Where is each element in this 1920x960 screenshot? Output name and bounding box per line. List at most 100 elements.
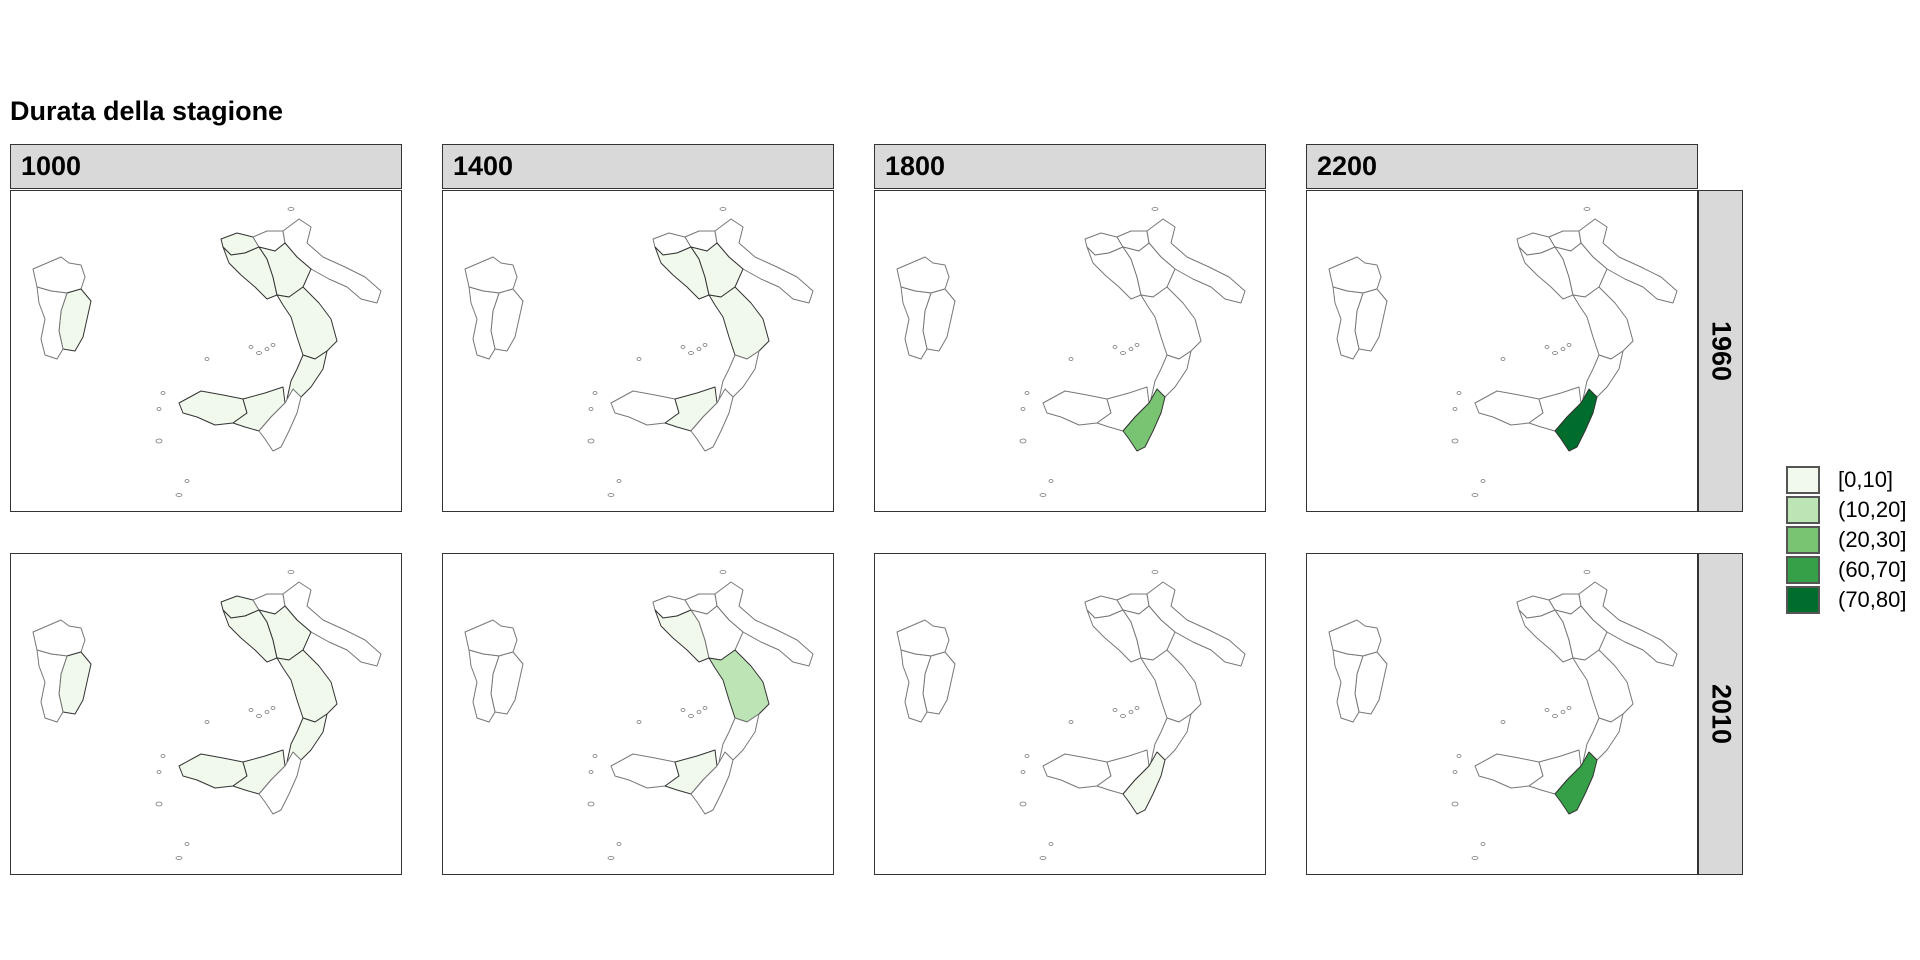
map-panel-2010-1800: [874, 553, 1266, 875]
island-shape: [702, 706, 708, 710]
map-svg: [896, 207, 1246, 497]
legend-key: [1786, 526, 1820, 554]
island-shape: [270, 706, 276, 710]
region-sardegna-sud: [36, 649, 68, 723]
island-shape: [688, 351, 694, 355]
map-svg: [464, 207, 814, 497]
legend-label: (10,20]: [1838, 497, 1907, 522]
island-shape: [270, 343, 276, 347]
island-shape: [1452, 407, 1458, 411]
region-calabria-nord: [1140, 649, 1202, 723]
island-shape: [1020, 770, 1026, 774]
legend-label: [0,10]: [1838, 467, 1894, 492]
legend-key: [1786, 496, 1820, 524]
map-svg: [896, 570, 1246, 860]
island-shape: [1048, 842, 1054, 846]
island-shape: [1500, 357, 1506, 361]
region-sardegna-sud: [900, 286, 932, 360]
region-sicilia-est: [1554, 751, 1598, 815]
island-shape: [696, 710, 702, 714]
island-shape: [588, 770, 594, 774]
region-sardegna-sud: [1332, 286, 1364, 360]
island-shape: [1020, 407, 1026, 411]
island-shape: [1112, 345, 1118, 349]
island-shape: [1552, 351, 1558, 355]
island-shape: [248, 345, 254, 349]
region-calabria-sud: [718, 713, 760, 763]
region-sardegna-sud: [900, 649, 932, 723]
map-panel-2010-2200: [1306, 553, 1698, 875]
island-shape: [1048, 479, 1054, 483]
island-shape: [1128, 347, 1134, 351]
island-shape: [248, 708, 254, 712]
region-calabria-nord: [276, 649, 338, 723]
island-shape: [287, 570, 295, 574]
island-shape: [184, 842, 190, 846]
facet-strip-row-label: 2010: [1706, 683, 1736, 745]
region-calabria-sud: [718, 350, 760, 400]
legend-key: [1786, 556, 1820, 584]
island-shape: [156, 770, 162, 774]
chart-title: Durata della stagione: [10, 96, 284, 126]
map-svg: [1328, 570, 1678, 860]
region-calabria-sud: [286, 350, 328, 400]
region-calabria-sud: [1582, 350, 1624, 400]
facet-strip-col-1800: 1800: [874, 144, 1266, 189]
island-shape: [1128, 710, 1134, 714]
island-shape: [592, 754, 598, 758]
region-sicilia-est: [1554, 388, 1598, 452]
island-shape: [1039, 856, 1047, 860]
island-shape: [1471, 856, 1479, 860]
island-shape: [1583, 207, 1591, 211]
island-shape: [287, 207, 295, 211]
island-shape: [1552, 714, 1558, 718]
island-shape: [204, 720, 210, 724]
island-shape: [1024, 391, 1030, 395]
island-shape: [1019, 438, 1027, 444]
legend-key: [1786, 466, 1820, 494]
map-panel-1960-1800: [874, 190, 1266, 512]
island-shape: [155, 801, 163, 807]
region-sicilia-est: [258, 388, 302, 452]
island-shape: [1560, 347, 1566, 351]
island-shape: [1456, 754, 1462, 758]
island-shape: [1120, 351, 1126, 355]
island-shape: [1583, 570, 1591, 574]
island-shape: [616, 842, 622, 846]
facet-strip-col-2200: 2200: [1306, 144, 1698, 189]
region-calabria-nord: [1140, 286, 1202, 360]
region-calabria-nord: [708, 649, 770, 723]
facet-strip-row-1960: 1960: [1698, 190, 1743, 512]
facet-strip-col-1400: 1400: [442, 144, 834, 189]
region-sicilia-est: [1122, 388, 1166, 452]
legend-key: [1786, 586, 1820, 614]
island-shape: [1471, 493, 1479, 497]
island-shape: [636, 720, 642, 724]
map-svg: [1328, 207, 1678, 497]
facet-strip-row-label: 1960: [1706, 320, 1736, 382]
region-calabria-sud: [1582, 713, 1624, 763]
island-shape: [1039, 493, 1047, 497]
map-panel-2010-1400: [442, 553, 834, 875]
facet-strip-col-1000: 1000: [10, 144, 402, 189]
region-sicilia-est: [1122, 751, 1166, 815]
island-shape: [719, 207, 727, 211]
map-svg: [464, 570, 814, 860]
island-shape: [1480, 842, 1486, 846]
island-shape: [592, 391, 598, 395]
island-shape: [1451, 801, 1459, 807]
map-svg: [32, 207, 382, 497]
island-shape: [680, 708, 686, 712]
island-shape: [156, 407, 162, 411]
map-panel-1960-1400: [442, 190, 834, 512]
island-shape: [588, 407, 594, 411]
legend-label: (60,70]: [1838, 557, 1907, 582]
island-shape: [587, 801, 595, 807]
region-sicilia-est: [690, 388, 734, 452]
region-sardegna-sud: [468, 286, 500, 360]
island-shape: [1566, 706, 1572, 710]
island-shape: [702, 343, 708, 347]
region-calabria-nord: [1572, 286, 1634, 360]
island-shape: [1120, 714, 1126, 718]
region-sicilia-est: [690, 751, 734, 815]
